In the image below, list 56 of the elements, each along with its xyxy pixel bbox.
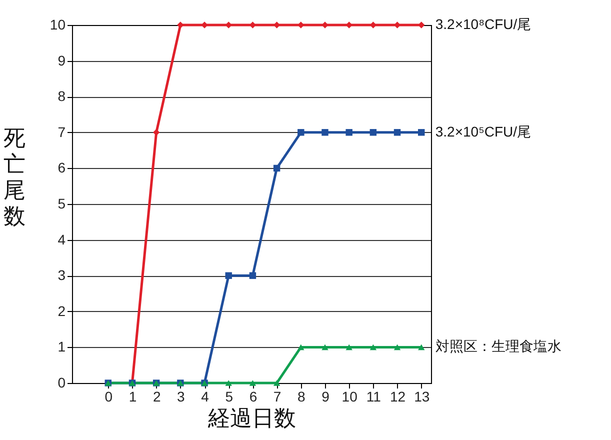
point xyxy=(249,380,256,386)
y-tick-label: 1 xyxy=(58,338,66,355)
y-tick-label: 6 xyxy=(58,160,66,176)
x-tick-label: 5 xyxy=(225,388,234,404)
point xyxy=(298,22,304,28)
y-tick-label: 0 xyxy=(58,374,66,390)
point xyxy=(322,22,328,28)
x-tick-label: 1 xyxy=(128,388,137,404)
point xyxy=(152,129,160,136)
y-tick-label: 10 xyxy=(50,16,66,32)
point xyxy=(394,129,401,136)
x-tick-label: 3 xyxy=(177,388,186,404)
point xyxy=(418,344,425,350)
point xyxy=(249,272,256,279)
point xyxy=(418,129,425,136)
point xyxy=(298,129,304,136)
point xyxy=(322,129,328,136)
y-tick-label: 3 xyxy=(58,267,66,284)
point xyxy=(346,129,352,136)
y-tick-label: 2 xyxy=(58,302,66,319)
series-label: 3.2×10⁵CFU/尾 xyxy=(435,123,532,140)
series-label: 対照区：生理食塩水 xyxy=(435,338,562,354)
point xyxy=(298,344,304,350)
x-tick-label: 4 xyxy=(201,388,210,404)
point xyxy=(273,164,280,172)
x-tick-label: 0 xyxy=(104,388,113,404)
point xyxy=(225,272,232,279)
y-tick-label: 9 xyxy=(58,52,66,68)
x-tick-label: 11 xyxy=(366,388,382,404)
y-tick-label: 5 xyxy=(58,196,66,212)
x-axis-title: 経過日数 xyxy=(207,406,296,430)
point xyxy=(273,380,280,386)
y-tick-label: 4 xyxy=(58,231,66,248)
x-tick-label: 8 xyxy=(297,388,306,404)
x-tick-label: 12 xyxy=(390,388,406,404)
y-tick-label: 7 xyxy=(58,124,66,140)
point xyxy=(225,380,232,386)
x-tick-label: 2 xyxy=(152,388,161,404)
point xyxy=(225,22,232,28)
x-tick-label: 6 xyxy=(249,388,258,404)
point xyxy=(394,344,401,350)
series-label: 3.2×10⁸CFU/尾 xyxy=(435,16,532,32)
point xyxy=(346,22,352,28)
x-tick-label: 7 xyxy=(273,388,282,404)
point xyxy=(201,22,208,28)
point xyxy=(418,22,425,28)
point xyxy=(370,129,377,136)
point xyxy=(322,344,328,350)
x-tick-label: 9 xyxy=(322,388,330,404)
y-axis-title: 死亡尾数 xyxy=(4,126,26,228)
x-tick-label: 10 xyxy=(342,388,358,404)
x-tick-label: 13 xyxy=(414,388,430,404)
y-tick-label: 8 xyxy=(58,88,66,104)
point xyxy=(177,22,184,28)
point xyxy=(370,344,377,350)
point xyxy=(346,344,352,350)
